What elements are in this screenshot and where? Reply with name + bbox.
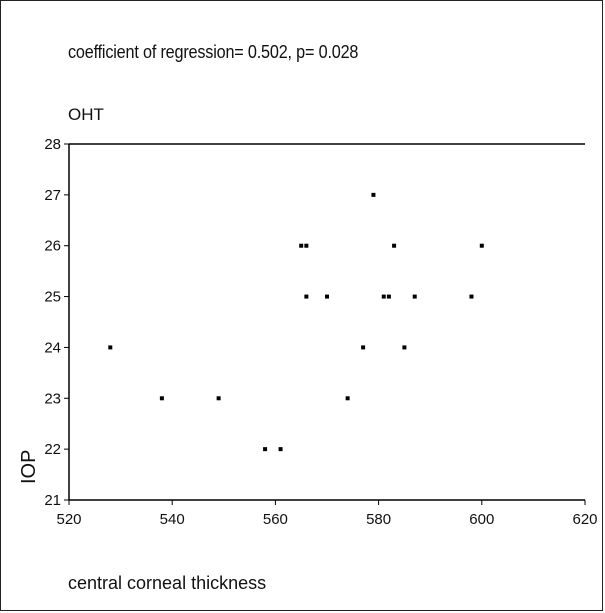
axes <box>68 143 585 501</box>
data-point <box>402 345 407 350</box>
y-tick-label: 23 <box>44 390 61 407</box>
x-tick-label: 540 <box>160 511 185 528</box>
y-tick-label: 25 <box>44 289 61 306</box>
data-point <box>412 294 417 299</box>
x-tick-label: 580 <box>366 511 391 528</box>
y-tick-label: 28 <box>44 136 61 153</box>
data-point <box>304 294 309 299</box>
chart-subtitle: coefficient of regression= 0.502, p= 0.0… <box>68 42 359 62</box>
x-tick-label: 560 <box>263 511 288 528</box>
data-point <box>263 447 268 452</box>
data-point <box>345 396 350 401</box>
data-points <box>108 192 484 452</box>
x-axis-label: central corneal thickness <box>68 573 267 593</box>
x-tick-label: 520 <box>56 511 81 528</box>
y-tick-label: 27 <box>44 187 61 204</box>
y-tick-label: 21 <box>44 492 61 509</box>
y-tick-label: 24 <box>44 339 61 356</box>
data-point <box>381 294 386 299</box>
data-point <box>469 294 474 299</box>
data-point <box>392 243 397 248</box>
data-point <box>304 243 309 248</box>
y-tick-label: 22 <box>44 441 61 458</box>
y-tick-label: 26 <box>44 238 61 255</box>
data-point <box>299 243 304 248</box>
chart-title: OHT <box>68 105 104 124</box>
data-point <box>159 396 164 401</box>
data-point <box>479 243 484 248</box>
data-point <box>216 396 221 401</box>
axis-ticks: 520 540 560 580 600 620 21 22 23 24 25 26 27 28 <box>44 136 597 528</box>
data-point <box>371 192 376 197</box>
x-tick-label: 620 <box>572 511 597 528</box>
data-point <box>361 345 366 350</box>
data-point <box>278 447 283 452</box>
data-point <box>386 294 391 299</box>
data-point <box>325 294 329 299</box>
x-tick-label: 600 <box>469 511 494 528</box>
data-point <box>108 345 113 350</box>
